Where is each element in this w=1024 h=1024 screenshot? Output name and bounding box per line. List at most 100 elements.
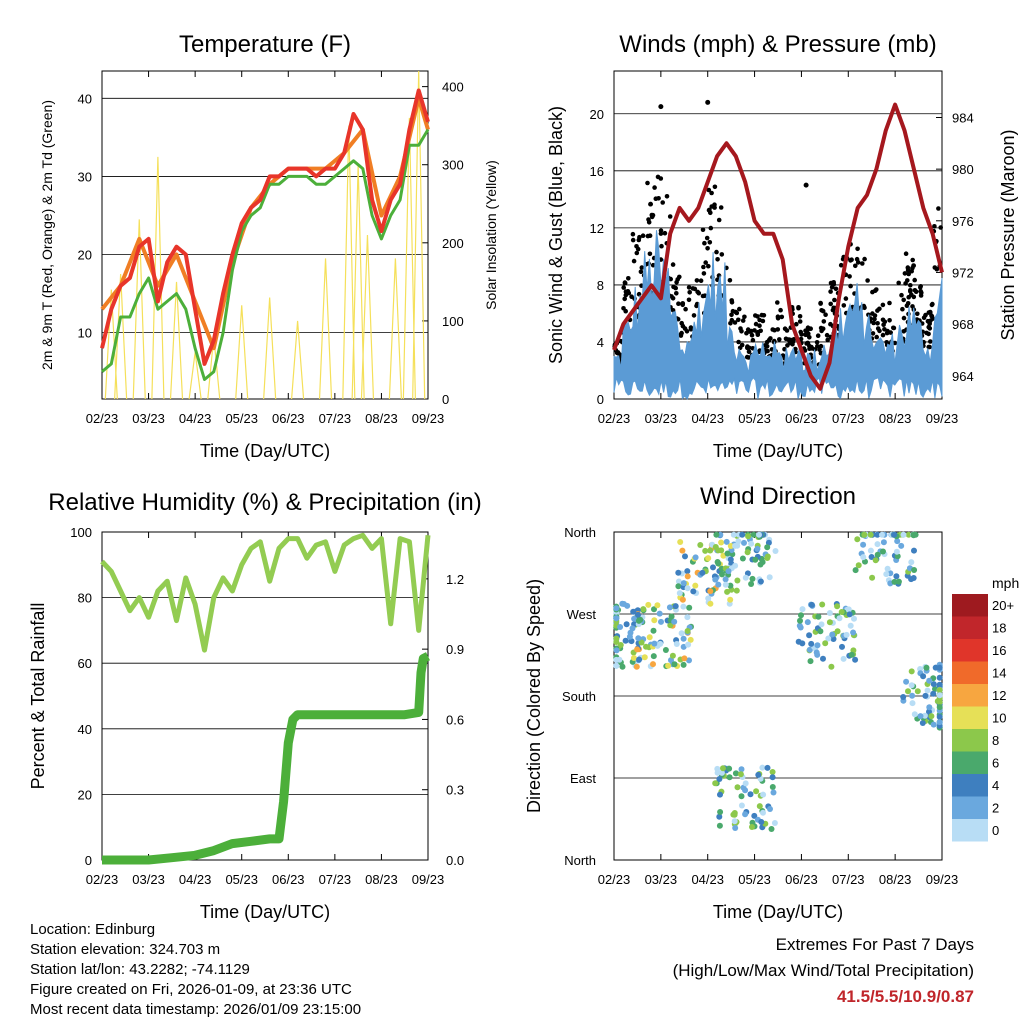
direction-point bbox=[936, 704, 943, 711]
direction-point bbox=[676, 590, 683, 597]
direction-point bbox=[818, 621, 825, 628]
direction-point bbox=[843, 631, 850, 638]
x-tick-label: 05/23 bbox=[738, 872, 771, 887]
direction-point bbox=[680, 580, 687, 587]
direction-point bbox=[826, 610, 833, 616]
gust-point bbox=[921, 315, 927, 321]
gust-point bbox=[753, 321, 759, 327]
y-tick-label: 0 bbox=[597, 392, 604, 407]
direction-point bbox=[769, 774, 776, 781]
gust-point bbox=[927, 321, 932, 327]
direction-point bbox=[895, 578, 902, 585]
direction-point bbox=[855, 562, 862, 569]
colorbar-label: 10 bbox=[992, 711, 1006, 726]
direction-point bbox=[908, 559, 915, 566]
gust-point bbox=[805, 341, 811, 346]
gust-point bbox=[901, 297, 906, 303]
direction-point bbox=[657, 640, 664, 647]
gust-point bbox=[687, 290, 692, 295]
direction-point bbox=[622, 637, 629, 644]
direction-ylabel: Direction (Colored By Speed) bbox=[524, 579, 544, 813]
direction-point bbox=[679, 596, 686, 603]
gust-point bbox=[884, 340, 889, 345]
direction-point bbox=[883, 571, 890, 578]
direction-point bbox=[936, 687, 943, 693]
gust-point bbox=[638, 269, 644, 275]
direction-point bbox=[634, 646, 641, 653]
direction-point bbox=[747, 791, 754, 798]
direction-point bbox=[911, 547, 917, 554]
direction-point bbox=[735, 538, 742, 545]
direction-point bbox=[924, 687, 931, 694]
colorbar-swatch bbox=[952, 796, 988, 819]
y-tick-label: 0 bbox=[85, 853, 92, 868]
gust-point bbox=[698, 278, 704, 284]
gust-point bbox=[692, 286, 698, 292]
y-tick-label: 30 bbox=[78, 169, 92, 184]
direction-point bbox=[766, 574, 773, 581]
direction-point bbox=[742, 811, 749, 818]
gust-point bbox=[903, 251, 909, 256]
gust-point bbox=[932, 224, 937, 229]
gust-point bbox=[818, 301, 823, 306]
direction-point bbox=[731, 818, 738, 825]
direction-point bbox=[727, 582, 734, 589]
gust-point bbox=[701, 271, 707, 276]
y-tick-label: 100 bbox=[70, 525, 92, 540]
direction-point bbox=[795, 638, 802, 645]
gust-point bbox=[746, 345, 752, 351]
direction-point bbox=[769, 769, 776, 775]
gust-peak-point bbox=[658, 104, 664, 110]
direction-point bbox=[911, 711, 918, 718]
direction-point bbox=[739, 531, 746, 538]
colorbar-swatch bbox=[952, 594, 988, 617]
y-tick-label-right: 0.0 bbox=[446, 853, 464, 868]
solar-spike bbox=[388, 258, 402, 400]
direction-point bbox=[686, 604, 693, 611]
gust-point bbox=[678, 332, 684, 337]
gust-point bbox=[700, 293, 706, 299]
direction-point bbox=[921, 712, 928, 719]
x-tick-label: 08/23 bbox=[879, 872, 912, 887]
gust-point bbox=[686, 297, 692, 303]
direction-point bbox=[692, 554, 699, 561]
gust-point bbox=[870, 331, 876, 336]
direction-point bbox=[926, 677, 933, 684]
temperature-ylabel: 2m & 9m T (Red, Orange) & 2m Td (Green) bbox=[39, 100, 55, 370]
gust-point bbox=[759, 312, 765, 318]
gust-point bbox=[821, 319, 827, 324]
gust-point bbox=[819, 328, 824, 334]
direction-point bbox=[840, 655, 847, 662]
gust-point bbox=[870, 289, 875, 295]
direction-point bbox=[825, 635, 832, 642]
direction-point bbox=[851, 615, 857, 622]
gust-point bbox=[910, 257, 915, 263]
direction-point bbox=[748, 540, 755, 547]
location-text: Location: Edinburg bbox=[30, 921, 156, 938]
direction-point bbox=[880, 548, 886, 555]
gust-point bbox=[626, 276, 631, 281]
gust-point bbox=[865, 278, 870, 283]
gust-point bbox=[885, 328, 890, 334]
direction-point bbox=[930, 721, 937, 728]
gust-point bbox=[648, 201, 653, 207]
direction-point bbox=[707, 547, 714, 554]
direction-point bbox=[894, 553, 901, 560]
gust-point bbox=[684, 329, 690, 334]
rainfall-line bbox=[102, 652, 430, 865]
colorbar-swatch bbox=[952, 684, 988, 707]
direction-point bbox=[641, 654, 648, 661]
gust-point bbox=[652, 185, 657, 190]
gust-point bbox=[745, 327, 751, 332]
extremes-subtitle: (High/Low/Max Wind/Total Precipitation) bbox=[672, 961, 974, 980]
gust-point bbox=[828, 301, 833, 307]
x-tick-label: 09/23 bbox=[926, 872, 959, 887]
gust-point bbox=[828, 289, 833, 294]
direction-point bbox=[757, 578, 764, 585]
x-tick-label: 09/23 bbox=[412, 872, 445, 887]
gust-point bbox=[915, 311, 920, 317]
direction-point bbox=[671, 618, 678, 625]
gust-point bbox=[793, 346, 798, 352]
direction-point bbox=[936, 664, 943, 671]
colorbar-label: 6 bbox=[992, 756, 999, 771]
